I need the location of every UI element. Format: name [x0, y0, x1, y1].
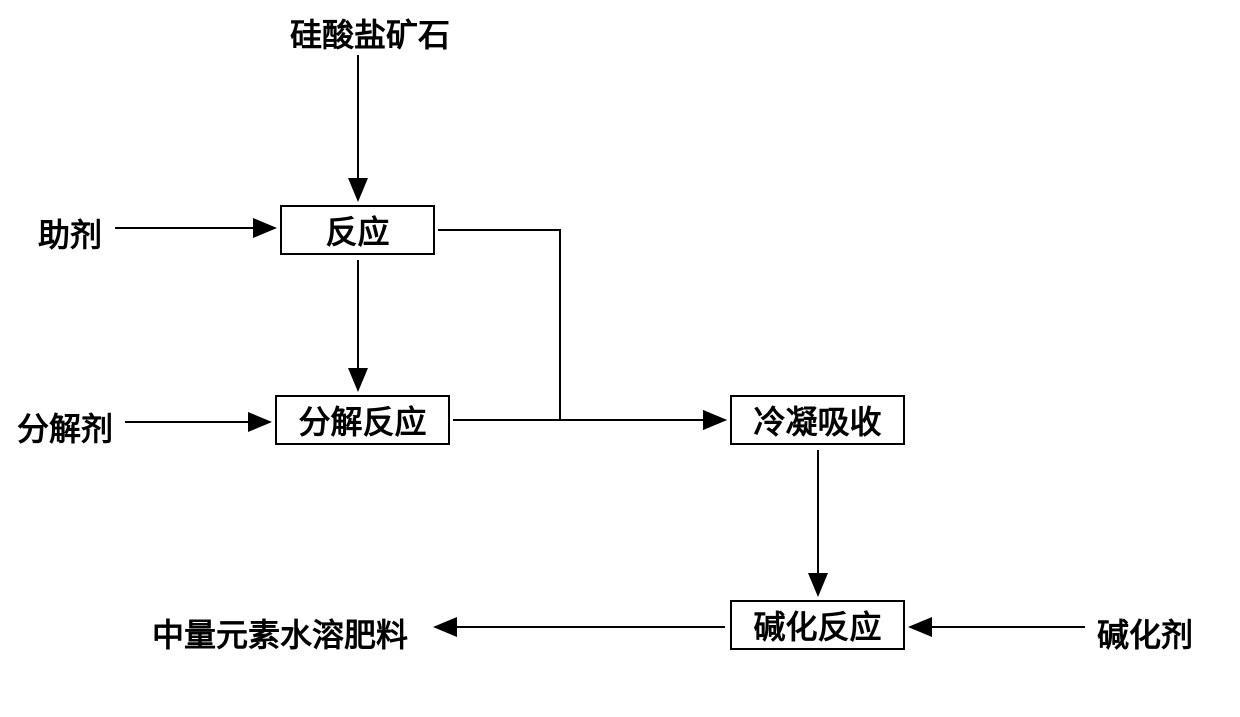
label-output-product: 中量元素水溶肥料	[130, 610, 430, 656]
flowchart-root: 硅酸盐矿石 助剂 分解剂 中量元素水溶肥料 碱化剂 反应 分解反应 冷凝吸收 碱…	[0, 0, 1240, 717]
box-condensation: 冷凝吸收	[730, 395, 905, 445]
label-alkalizer: 碱化剂	[1090, 610, 1200, 656]
box-decomposition: 分解反应	[275, 395, 450, 445]
label-top-input: 硅酸盐矿石	[270, 10, 470, 56]
edge-reaction-to-condense	[438, 230, 725, 420]
label-additive: 助剂	[30, 210, 110, 256]
box-alkalization: 碱化反应	[730, 600, 905, 650]
label-decomposer: 分解剂	[10, 404, 120, 450]
box-reaction: 反应	[280, 205, 435, 255]
